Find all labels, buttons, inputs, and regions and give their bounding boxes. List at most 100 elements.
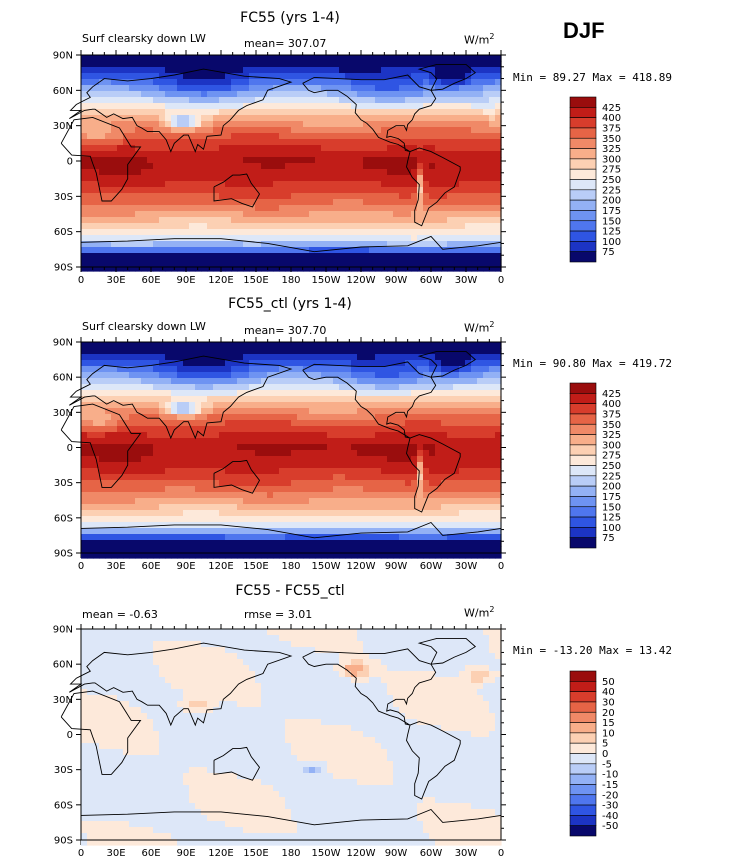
colorbar-label: 425: [602, 389, 621, 400]
colorbar-swatch: [569, 117, 597, 129]
lat-tick-label: 60S: [54, 227, 73, 238]
lon-tick-label: 120E: [208, 561, 233, 572]
panel-1-units: W/m2: [464, 32, 495, 47]
colorbar-swatch: [569, 465, 597, 477]
colorbar-swatch: [569, 773, 597, 785]
lat-tick-label: 90S: [54, 549, 73, 560]
colorbar-label: -10: [602, 770, 618, 781]
colorbar-label: -40: [602, 811, 618, 822]
lon-tick-label: 120W: [347, 275, 376, 286]
colorbar-label: -20: [602, 790, 618, 801]
lon-tick-label: 60E: [141, 848, 160, 859]
lat-tick-label: 60N: [53, 660, 73, 671]
lat-tick-label: 60S: [54, 800, 73, 811]
colorbar-swatch: [569, 199, 597, 211]
panel-3-rmse: rmse = 3.01: [244, 608, 313, 621]
lon-tick-label: 0: [78, 275, 84, 286]
colorbar-swatch: [569, 434, 597, 446]
colorbar-label: 350: [602, 420, 621, 431]
colorbar-label: 200: [602, 196, 621, 207]
lat-tick-label: 60N: [53, 373, 73, 384]
colorbar-swatch: [569, 382, 597, 394]
lon-tick-label: 150E: [243, 275, 268, 286]
lon-tick-label: 0: [498, 561, 504, 572]
colorbar-label: 225: [602, 185, 621, 196]
colorbar-label: 175: [602, 492, 621, 503]
panel-3-title: FC55 - FC55_ctl: [235, 583, 345, 599]
colorbar-swatch: [569, 137, 597, 149]
colorbar-label: 400: [602, 399, 621, 410]
colorbar-swatch: [569, 179, 597, 191]
colorbar-label: 125: [602, 513, 621, 524]
colorbar-swatch: [569, 753, 597, 765]
colorbar-label: 30: [602, 697, 615, 708]
lon-tick-label: 60W: [420, 561, 443, 572]
colorbar-swatch: [569, 722, 597, 734]
lat-tick-label: 90S: [54, 263, 73, 274]
colorbar-label: 200: [602, 482, 621, 493]
colorbar-swatch: [569, 485, 597, 497]
panel-2-variable-label: Surf clearsky down LW: [82, 320, 206, 333]
colorbar-swatch: [569, 241, 597, 252]
panel-1-map: [60, 54, 502, 272]
lon-tick-label: 30E: [106, 275, 125, 286]
colorbar-label: 275: [602, 451, 621, 462]
colorbar-label: 10: [602, 728, 615, 739]
colorbar-swatch: [569, 711, 597, 723]
lon-tick-label: 30E: [106, 561, 125, 572]
colorbar-label: 250: [602, 175, 621, 186]
colorbar-swatch: [569, 251, 597, 263]
lon-tick-label: 150E: [243, 848, 268, 859]
panel-3-mean: mean = -0.63: [82, 608, 158, 621]
colorbar-swatch: [569, 403, 597, 415]
colorbar-swatch: [569, 804, 597, 816]
colorbar-label: 75: [602, 247, 615, 258]
colorbar-label: 225: [602, 471, 621, 482]
panel-2-colorbar: 4254003753503253002752502252001751501251…: [569, 382, 621, 549]
panel-1-colorbar: 4254003753503253002752502252001751501251…: [569, 96, 621, 263]
lat-tick-label: 90N: [53, 51, 73, 62]
colorbar-label: 275: [602, 165, 621, 176]
lon-tick-label: 60E: [141, 561, 160, 572]
panel-3-units: W/m2: [464, 605, 495, 620]
colorbar-swatch: [569, 158, 597, 170]
lon-tick-label: 180: [281, 848, 300, 859]
lon-tick-label: 90W: [385, 848, 408, 859]
colorbar-swatch: [569, 107, 597, 118]
lat-tick-label: 0: [67, 443, 73, 454]
lon-tick-label: 120E: [208, 275, 233, 286]
colorbar-swatch: [569, 670, 597, 682]
colorbar-label: 375: [602, 123, 621, 134]
colorbar-label: 250: [602, 461, 621, 472]
colorbar-label: 40: [602, 687, 615, 698]
colorbar-swatch: [569, 527, 597, 538]
lon-tick-label: 60E: [141, 275, 160, 286]
colorbar-label: 5: [602, 739, 608, 750]
colorbar-swatch: [569, 423, 597, 435]
lon-tick-label: 90E: [176, 275, 195, 286]
colorbar-swatch: [569, 506, 597, 518]
season-label: DJF: [563, 18, 605, 43]
lat-tick-label: 0: [67, 157, 73, 168]
lon-tick-label: 90W: [385, 275, 408, 286]
lon-tick-label: 0: [498, 848, 504, 859]
lat-tick-label: 60S: [54, 513, 73, 524]
colorbar-swatch: [569, 815, 597, 826]
lon-tick-label: 0: [498, 275, 504, 286]
colorbar-swatch: [569, 413, 597, 425]
colorbar-label: 175: [602, 206, 621, 217]
panel-1-mean: mean= 307.07: [244, 37, 327, 50]
lon-tick-label: 90E: [176, 848, 195, 859]
lon-tick-label: 150E: [243, 561, 268, 572]
colorbar-swatch: [569, 516, 597, 528]
lon-tick-label: 120E: [208, 848, 233, 859]
lat-tick-label: 30N: [53, 695, 73, 706]
colorbar-swatch: [569, 220, 597, 232]
panel-1-title: FC55 (yrs 1-4): [240, 10, 340, 26]
colorbar-swatch: [569, 189, 597, 201]
colorbar-label: 300: [602, 440, 621, 451]
panel-2-title: FC55_ctl (yrs 1-4): [228, 296, 352, 312]
lat-tick-label: 30S: [54, 478, 73, 489]
lon-tick-label: 150W: [312, 561, 341, 572]
colorbar-label: 150: [602, 216, 621, 227]
